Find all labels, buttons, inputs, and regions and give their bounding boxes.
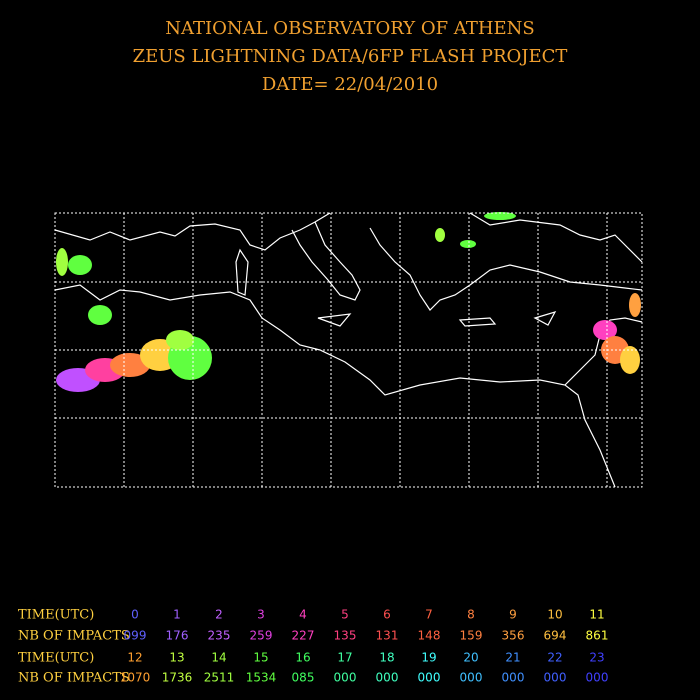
impact-count: 356 <box>502 629 525 643</box>
impact-count: 000 <box>502 671 525 685</box>
impact-count: 235 <box>208 629 231 643</box>
impact-count: 861 <box>586 629 609 643</box>
hour-label: 19 <box>421 651 436 665</box>
impact-count: 1736 <box>162 671 193 685</box>
hour-label: 5 <box>341 608 349 622</box>
impact-count: 694 <box>544 629 567 643</box>
row-label: TIME(UTC) <box>18 608 94 623</box>
hour-label: 18 <box>379 651 394 665</box>
title-line: NATIONAL OBSERVATORY OF ATHENS <box>165 18 535 39</box>
impact-count: 1534 <box>246 671 277 685</box>
coastline <box>533 311 557 326</box>
impact-count: 000 <box>376 671 399 685</box>
impact-count: 227 <box>292 629 315 643</box>
hour-label: 20 <box>463 651 478 665</box>
impact-count: 176 <box>166 629 189 643</box>
map <box>54 212 643 488</box>
impact-count: 000 <box>334 671 357 685</box>
hour-label: 8 <box>467 608 475 622</box>
coastline <box>291 221 361 301</box>
coastline <box>235 248 249 296</box>
hour-label: 13 <box>169 651 184 665</box>
hour-label: 21 <box>505 651 520 665</box>
hour-label: 4 <box>299 608 307 622</box>
impact-count: 2511 <box>204 671 235 685</box>
hour-label: 11 <box>589 608 604 622</box>
hour-label: 2 <box>215 608 223 622</box>
impact-count: 000 <box>460 671 483 685</box>
map-grid <box>54 212 643 488</box>
impact-count: 085 <box>292 671 315 685</box>
impact-count: 148 <box>418 629 441 643</box>
impact-count: 135 <box>334 629 357 643</box>
hour-label: 10 <box>547 608 562 622</box>
coastline <box>369 227 643 311</box>
hour-label: 17 <box>337 651 352 665</box>
impact-count: 131 <box>376 629 399 643</box>
coastline <box>469 212 643 263</box>
row-label: NB OF IMPACTS <box>18 671 130 686</box>
hour-label: 12 <box>127 651 142 665</box>
lightning-clusters <box>56 212 641 392</box>
row-label: TIME(UTC) <box>18 651 94 666</box>
impact-count: 159 <box>460 629 483 643</box>
hour-label: 9 <box>509 608 517 622</box>
hour-label: 3 <box>257 608 265 622</box>
hour-label: 0 <box>131 608 139 622</box>
impact-count: 1070 <box>120 671 151 685</box>
title-line: DATE= 22/04/2010 <box>262 74 438 95</box>
impact-count: 000 <box>418 671 441 685</box>
impact-count: 259 <box>250 629 273 643</box>
hour-label: 23 <box>589 651 604 665</box>
impact-count: 000 <box>544 671 567 685</box>
hour-label: 14 <box>211 651 226 665</box>
hour-label: 1 <box>173 608 181 622</box>
hour-label: 7 <box>425 608 433 622</box>
coastline <box>458 317 497 327</box>
hour-label: 22 <box>547 651 562 665</box>
row-label: NB OF IMPACTS <box>18 629 130 644</box>
impact-count: 099 <box>124 629 147 643</box>
coastline <box>317 313 352 327</box>
title-line: ZEUS LIGHTNING DATA/6FP FLASH PROJECT <box>133 46 568 67</box>
hour-label: 15 <box>253 651 268 665</box>
hour-label: 6 <box>383 608 391 622</box>
impact-count: 000 <box>586 671 609 685</box>
hour-label: 16 <box>295 651 310 665</box>
